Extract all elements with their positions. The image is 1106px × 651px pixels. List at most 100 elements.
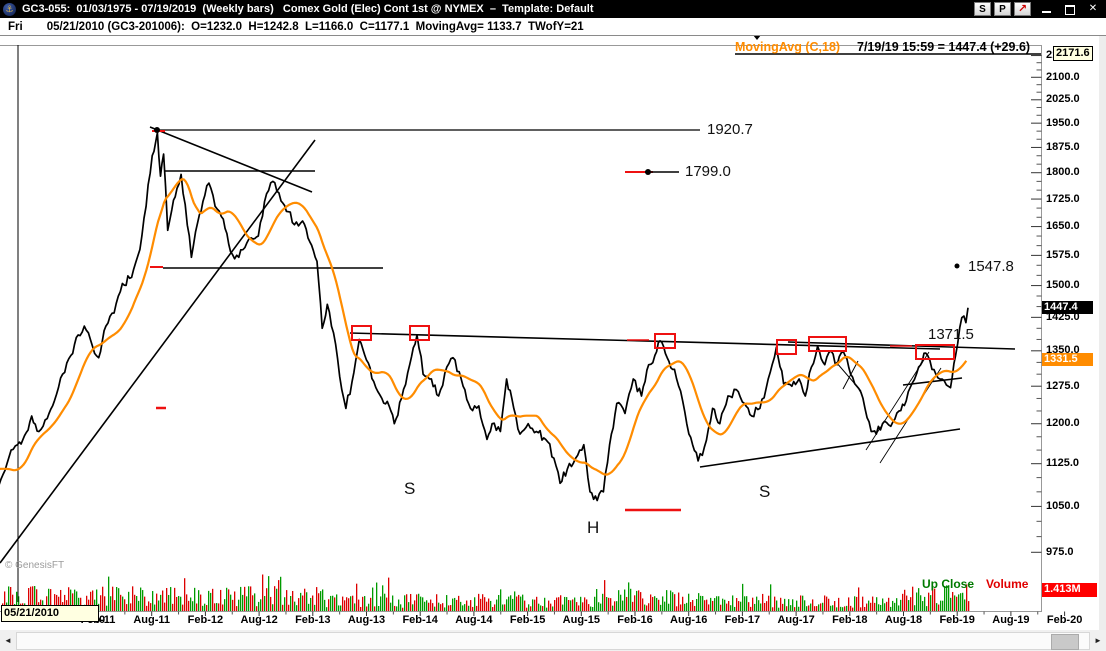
volume-bar [642, 598, 644, 612]
volume-bar [774, 596, 776, 612]
volume-bar [762, 593, 764, 612]
volume-bar [442, 603, 444, 612]
volume-bar [156, 593, 158, 612]
volume-bar [738, 601, 740, 612]
volume-bar [736, 598, 738, 612]
volume-bar [416, 594, 418, 612]
volume-bar [876, 597, 878, 612]
volume-bar [602, 593, 604, 612]
volume-bar [896, 598, 898, 612]
settings-s-button[interactable]: S [974, 2, 991, 16]
up-close-legend[interactable]: Up Close [922, 577, 975, 591]
volume-bar [424, 601, 426, 612]
close-button[interactable]: ✕ [1088, 3, 1098, 14]
scrollbar-thumb[interactable] [1051, 633, 1079, 650]
volume-bar [102, 586, 104, 612]
volume-bar [478, 593, 480, 612]
scroll-left-icon[interactable]: ◄ [4, 635, 12, 645]
volume-bar [454, 597, 456, 612]
volume-bar [166, 587, 168, 612]
volume-bar [218, 603, 220, 612]
volume-bar [268, 576, 270, 612]
volume-bar [352, 595, 354, 612]
scroll-right-icon[interactable]: ► [1094, 635, 1102, 645]
app-logo-icon: ⚓ [3, 2, 16, 16]
volume-bar [190, 597, 192, 612]
volume-bar [726, 603, 728, 612]
volume-bar [144, 596, 146, 612]
volume-bar [414, 600, 416, 612]
volume-bar [594, 596, 596, 612]
volume-bar [632, 601, 634, 612]
volume-bar [108, 576, 110, 612]
volume-bar [836, 607, 838, 612]
volume-bar [322, 589, 324, 612]
volume-bar [158, 600, 160, 612]
volume-bar [56, 594, 58, 612]
volume-bar [870, 602, 872, 612]
volume-bar [668, 603, 670, 612]
volume-bar [362, 596, 364, 612]
volume-bar [758, 600, 760, 612]
volume-bar [78, 597, 80, 612]
volume-bar [74, 589, 76, 612]
volume-bar [280, 576, 282, 612]
volume-bar [868, 600, 870, 612]
volume-bar [312, 595, 314, 612]
volume-bar [592, 607, 594, 612]
volume-bar [698, 593, 700, 612]
volume-bar [630, 588, 632, 612]
volume-bar [768, 595, 770, 612]
volume-bar [964, 599, 966, 612]
volume-bar [306, 592, 308, 612]
volume-bar [60, 589, 62, 612]
volume-bar [914, 605, 916, 612]
volume-bar [204, 603, 206, 612]
volume-bar [902, 593, 904, 612]
volume-bar [344, 600, 346, 612]
volume-bar [494, 604, 496, 612]
touch-box-3 [654, 333, 676, 349]
chart-plot-area[interactable] [0, 45, 1041, 612]
volume-bar [506, 599, 508, 612]
volume-bar [810, 603, 812, 612]
moving-average-callout: 1331.5 [1042, 353, 1093, 366]
volume-bar [272, 604, 274, 612]
volume-bar [740, 601, 742, 612]
volume-bar [302, 595, 304, 612]
volume-bar [32, 586, 34, 612]
volume-bar [954, 595, 956, 612]
volume-bar [464, 604, 466, 612]
volume-bar [520, 596, 522, 612]
volume-bar [752, 597, 754, 612]
status-bar: Fri 05/21/2010 (GC3-201006): O=1232.0 H=… [0, 18, 1106, 36]
volume-bar [54, 594, 56, 612]
scrollbar-track[interactable] [16, 631, 1090, 650]
volume-bar [614, 601, 616, 612]
volume-bar [96, 589, 98, 612]
volume-bar [968, 601, 970, 612]
popout-arrow-icon[interactable]: ↗ [1014, 2, 1031, 16]
volume-bar [244, 586, 246, 612]
volume-bar [764, 602, 766, 612]
volume-bar [90, 591, 92, 612]
window-right-gutter [1099, 36, 1106, 630]
volume-legend[interactable]: Volume [986, 577, 1029, 591]
volume-bar [412, 604, 414, 612]
volume-bar [148, 601, 150, 612]
volume-bar [206, 605, 208, 612]
minimize-button[interactable] [1040, 3, 1054, 15]
volume-bar [712, 600, 714, 612]
horizontal-scrollbar[interactable]: ◄ ► [0, 630, 1106, 651]
moving-average-legend[interactable]: MovingAvg (C,18) [735, 40, 841, 54]
volume-bar [558, 597, 560, 612]
restore-button[interactable] [1063, 3, 1077, 15]
print-p-button[interactable]: P [994, 2, 1011, 16]
volume-bar [86, 595, 88, 612]
status-day: Fri [8, 20, 23, 33]
volume-bar [660, 604, 662, 612]
volume-bar [232, 599, 234, 612]
volume-bar [966, 584, 968, 612]
volume-bar [626, 596, 628, 612]
volume-bar [710, 597, 712, 612]
